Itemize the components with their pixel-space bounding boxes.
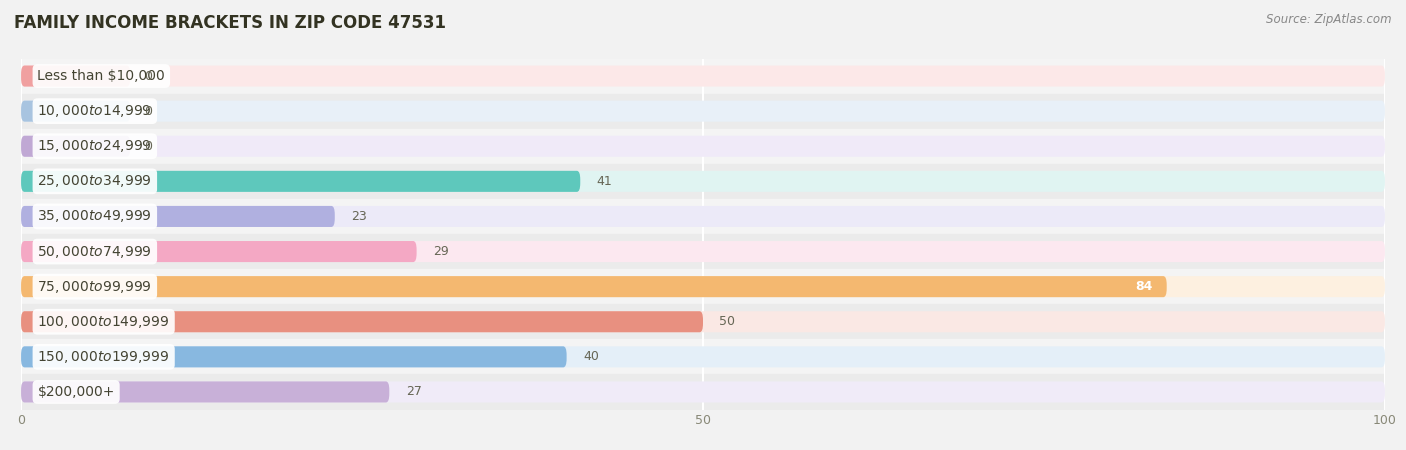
Text: 29: 29 bbox=[433, 245, 449, 258]
Bar bbox=[21, 374, 1385, 410]
Text: 0: 0 bbox=[143, 70, 152, 82]
Text: $15,000 to $24,999: $15,000 to $24,999 bbox=[38, 138, 152, 154]
Bar bbox=[21, 269, 1385, 304]
FancyBboxPatch shape bbox=[21, 101, 131, 122]
FancyBboxPatch shape bbox=[21, 241, 416, 262]
Text: 27: 27 bbox=[406, 386, 422, 398]
FancyBboxPatch shape bbox=[21, 206, 335, 227]
FancyBboxPatch shape bbox=[21, 136, 131, 157]
FancyBboxPatch shape bbox=[21, 66, 1385, 86]
FancyBboxPatch shape bbox=[21, 136, 1385, 157]
Text: 40: 40 bbox=[583, 351, 599, 363]
Bar bbox=[21, 304, 1385, 339]
Text: Source: ZipAtlas.com: Source: ZipAtlas.com bbox=[1267, 14, 1392, 27]
FancyBboxPatch shape bbox=[21, 346, 567, 367]
FancyBboxPatch shape bbox=[21, 276, 1167, 297]
Text: $25,000 to $34,999: $25,000 to $34,999 bbox=[38, 173, 152, 189]
Text: $200,000+: $200,000+ bbox=[38, 385, 115, 399]
Text: $10,000 to $14,999: $10,000 to $14,999 bbox=[38, 103, 152, 119]
Text: FAMILY INCOME BRACKETS IN ZIP CODE 47531: FAMILY INCOME BRACKETS IN ZIP CODE 47531 bbox=[14, 14, 446, 32]
Text: 41: 41 bbox=[596, 175, 613, 188]
Text: Less than $10,000: Less than $10,000 bbox=[38, 69, 166, 83]
FancyBboxPatch shape bbox=[21, 382, 1385, 402]
Bar bbox=[21, 94, 1385, 129]
FancyBboxPatch shape bbox=[21, 311, 1385, 332]
Text: 50: 50 bbox=[720, 315, 735, 328]
FancyBboxPatch shape bbox=[21, 382, 389, 402]
Text: 0: 0 bbox=[143, 140, 152, 153]
FancyBboxPatch shape bbox=[21, 241, 1385, 262]
Text: $75,000 to $99,999: $75,000 to $99,999 bbox=[38, 279, 152, 295]
Bar bbox=[21, 164, 1385, 199]
Bar bbox=[21, 234, 1385, 269]
Text: 84: 84 bbox=[1136, 280, 1153, 293]
FancyBboxPatch shape bbox=[21, 276, 1385, 297]
FancyBboxPatch shape bbox=[21, 346, 1385, 367]
FancyBboxPatch shape bbox=[21, 171, 581, 192]
Text: $100,000 to $149,999: $100,000 to $149,999 bbox=[38, 314, 170, 330]
FancyBboxPatch shape bbox=[21, 311, 703, 332]
Bar bbox=[21, 129, 1385, 164]
Bar bbox=[21, 58, 1385, 94]
Bar bbox=[21, 339, 1385, 374]
Text: $35,000 to $49,999: $35,000 to $49,999 bbox=[38, 208, 152, 225]
Text: 23: 23 bbox=[352, 210, 367, 223]
Text: 0: 0 bbox=[143, 105, 152, 117]
FancyBboxPatch shape bbox=[21, 101, 1385, 122]
Bar bbox=[21, 199, 1385, 234]
Text: $150,000 to $199,999: $150,000 to $199,999 bbox=[38, 349, 170, 365]
FancyBboxPatch shape bbox=[21, 206, 1385, 227]
Text: $50,000 to $74,999: $50,000 to $74,999 bbox=[38, 243, 152, 260]
FancyBboxPatch shape bbox=[21, 66, 131, 86]
FancyBboxPatch shape bbox=[21, 171, 1385, 192]
